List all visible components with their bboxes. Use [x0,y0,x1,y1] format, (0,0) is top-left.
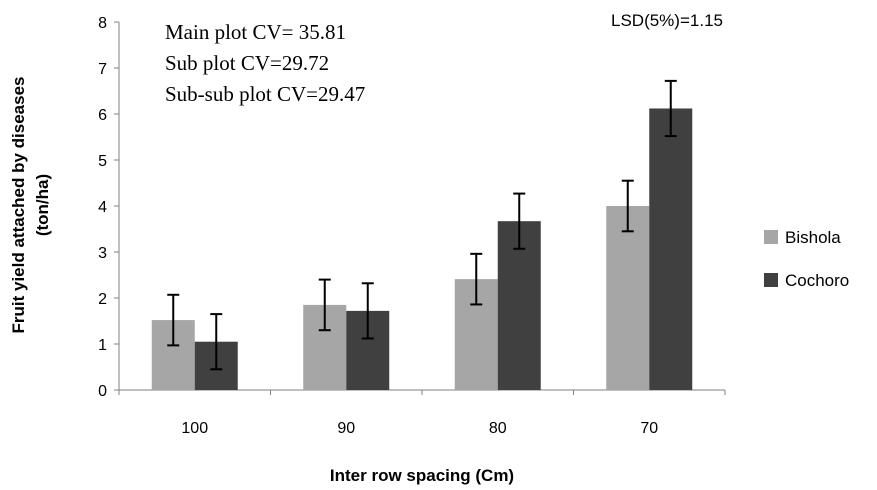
legend-swatch-cochoro [764,273,778,287]
y-tick-label: 7 [98,61,107,78]
y-tick-label: 2 [98,291,107,308]
sub-plot-cv-annotation: Sub plot CV=29.72 [165,51,329,75]
bars-group [151,108,693,390]
y-axis-title-line1: Fruit yield attached by diseases [9,77,28,334]
x-tick-label: 100 [181,420,208,437]
error-bars-group [167,79,677,371]
y-tick-label: 4 [98,199,107,216]
y-axis-title-line2: (ton/ha) [33,174,52,236]
x-axis-ticks: 100 90 80 70 [118,390,726,437]
lsd-annotation: LSD(5%)=1.15 [611,11,723,30]
y-tick-label: 8 [98,15,107,32]
y-axis-ticks: 0 1 2 3 4 5 6 7 8 [98,15,119,400]
x-tick-label: 90 [337,420,355,437]
legend-label-cochoro: Cochoro [785,271,849,290]
legend-swatch-bishola [764,230,778,244]
bar-bishola-70 [606,206,650,390]
legend-label-bishola: Bishola [785,228,841,247]
x-tick-label: 70 [640,420,658,437]
y-tick-label: 3 [98,245,107,262]
sub-sub-plot-cv-annotation: Sub-sub plot CV=29.47 [165,82,365,106]
legend: Bishola Cochoro [764,228,849,290]
x-tick-label: 80 [489,420,507,437]
y-tick-label: 0 [98,383,107,400]
bar-cochoro-70 [649,108,693,390]
y-tick-label: 6 [98,107,107,124]
y-tick-label: 1 [98,337,107,354]
main-plot-cv-annotation: Main plot CV= 35.81 [165,20,346,44]
x-axis-title: Inter row spacing (Cm) [330,466,514,485]
y-tick-label: 5 [98,153,107,170]
y-axis-title: Fruit yield attached by diseases (ton/ha… [9,77,52,334]
